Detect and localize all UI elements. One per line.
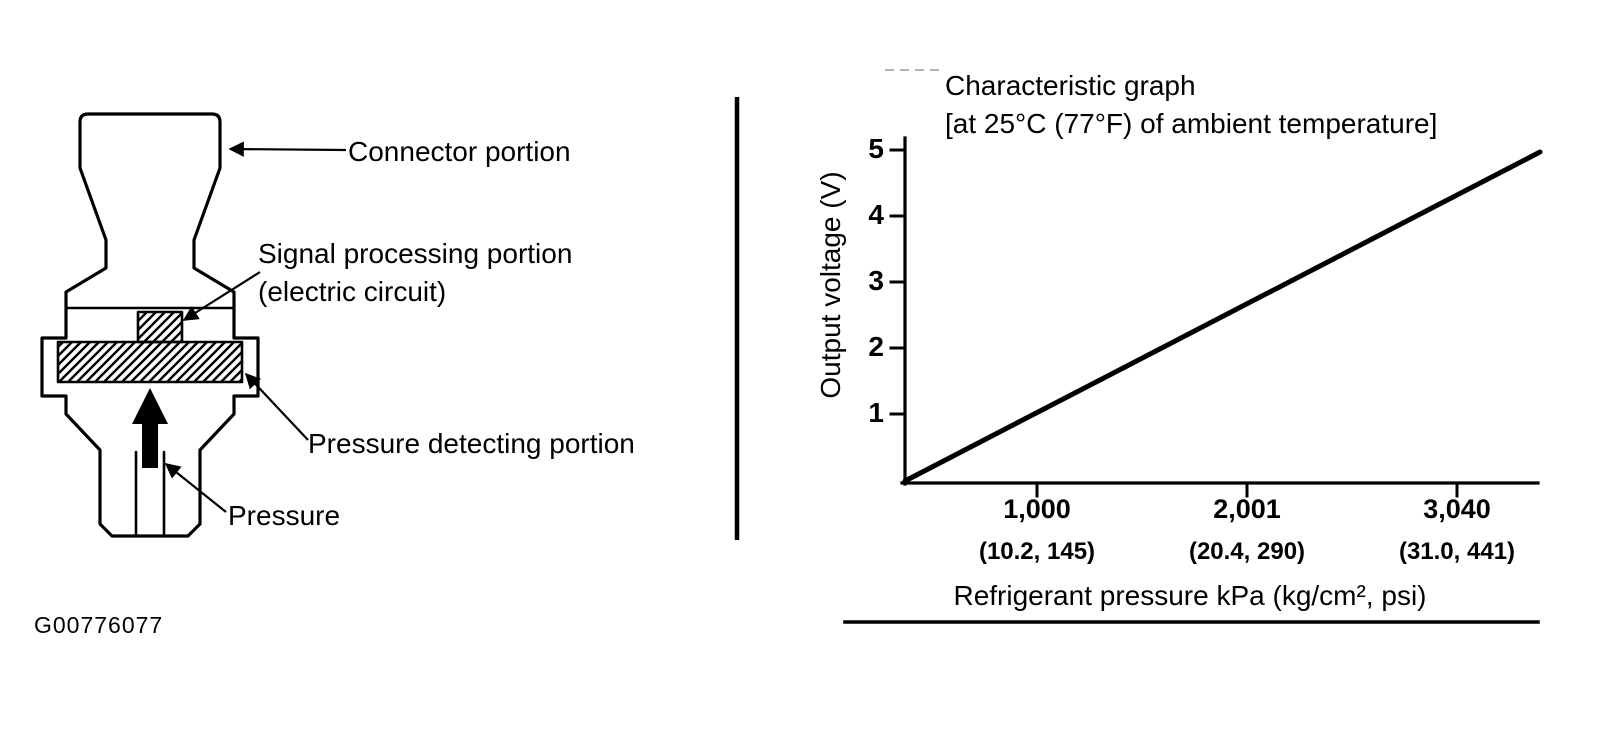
signal-processing-element: [136, 310, 184, 344]
characteristic-graph: [843, 69, 1543, 624]
sensor-bore-lines: [134, 450, 166, 536]
pressure-detecting-label: Pressure detecting portion: [308, 428, 635, 459]
y-tick-label-5: 5: [868, 133, 884, 164]
characteristic-line: [902, 149, 1543, 484]
x-subtick-label-1: (10.2, 145): [978, 538, 1096, 565]
x-tick-label-2001: 2,001: [1213, 494, 1281, 524]
x-tick-label-1000: 1,000: [1003, 494, 1071, 524]
x-axis-label: Refrigerant pressure kPa (kg/cm², psi): [953, 580, 1427, 611]
leader-lines: [164, 141, 347, 513]
pressure-detecting-element: [56, 340, 244, 384]
pressure-label: Pressure: [228, 500, 341, 531]
y-tick-label-1: 1: [868, 397, 884, 428]
signal-processing-label-line2: (electric circuit): [258, 276, 447, 307]
connector-portion-label: Connector portion: [348, 136, 571, 167]
figure-id: G00776077: [34, 612, 164, 638]
pressure-detecting-leader-line: [244, 372, 309, 441]
pressure-leader-line: [164, 463, 227, 513]
pressure-up-arrow: [132, 388, 168, 468]
pressure-sensor-diagram: [40, 112, 260, 538]
x-axis-ticks: [1035, 481, 1459, 498]
signal-processing-label-line1: Signal processing portion: [258, 238, 573, 269]
y-axis-ticks: [889, 148, 907, 416]
chart-title-line1: Characteristic graph: [945, 70, 1196, 101]
x-tick-label-3040: 3,040: [1423, 494, 1491, 524]
x-subtick-label-2: (20.4, 290): [1188, 538, 1306, 565]
connector-leader-line: [228, 141, 347, 157]
y-tick-label-3: 3: [868, 265, 884, 296]
x-subtick-label-3: (31.0, 441): [1398, 538, 1516, 565]
signal-processing-leader-line: [182, 271, 261, 321]
chart-title-line2: [at 25°C (77°F) of ambient temperature]: [945, 108, 1438, 139]
y-tick-label-4: 4: [868, 199, 884, 230]
sensor-outline: [40, 112, 260, 538]
y-tick-label-2: 2: [868, 331, 884, 362]
